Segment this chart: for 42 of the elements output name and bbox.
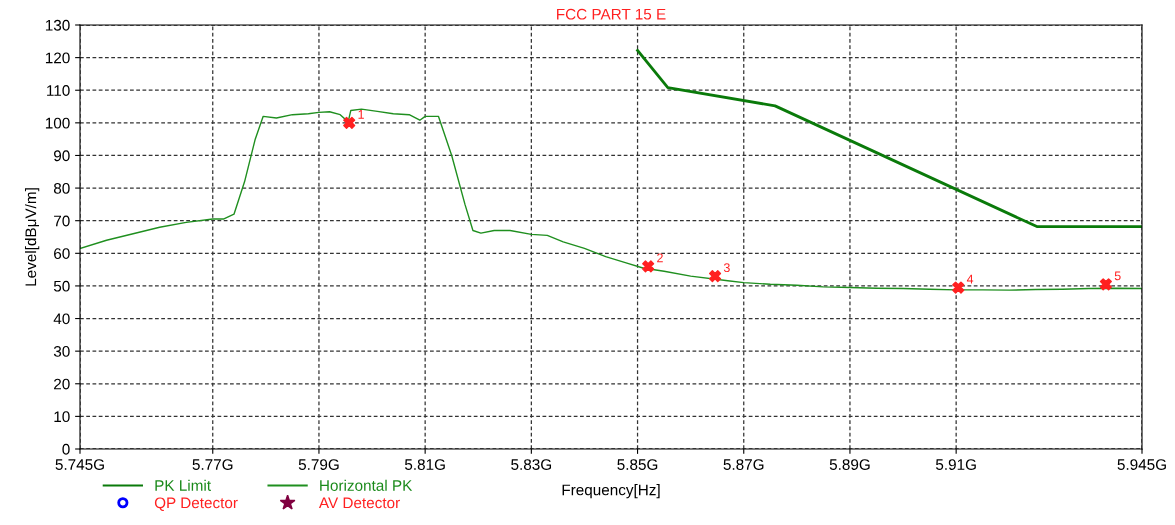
y-tick-label: 80	[53, 182, 70, 194]
y-tick-label: 100	[45, 117, 70, 129]
annotation: 3	[723, 263, 730, 273]
x-tick-label: 5.83G	[511, 459, 552, 470]
y-tick-label: 60	[54, 248, 70, 259]
line-series	[636, 49, 1142, 228]
y-tick-label: 30	[53, 346, 70, 357]
point	[642, 260, 655, 273]
annotation: 2	[657, 253, 663, 263]
point	[952, 281, 965, 294]
x-tick-label: 5.745G	[55, 459, 104, 470]
y-tick-label: 120	[45, 52, 70, 64]
x-tick-label: 5.81G	[404, 459, 445, 470]
y-tick-label: 0	[62, 443, 70, 455]
point	[343, 116, 356, 129]
x-tick-label: 5.87G	[723, 459, 764, 470]
x-tick-label: 5.77G	[192, 459, 233, 470]
y-tick-label: 40	[53, 313, 70, 325]
y-tick-label: 10	[54, 411, 70, 423]
annotation: 4	[966, 274, 974, 284]
legend-label: PK Limit	[155, 479, 211, 491]
x-tick-label: 5.89G	[829, 459, 870, 470]
y-tick-label: 90	[54, 150, 70, 162]
legend-label: QP Detector	[154, 497, 238, 511]
x-axis-title: Frequency[Hz]	[562, 484, 660, 499]
y-tick-label: 130	[45, 19, 70, 31]
y-tick-label: 20	[54, 378, 70, 390]
point	[1099, 278, 1112, 291]
x-tick-label: 5.945G	[1117, 459, 1166, 470]
y-axis-title: Level[dBμV/m]	[24, 188, 40, 286]
chart-title: FCC PART 15 E	[557, 8, 666, 20]
y-tick-label: 70	[54, 215, 70, 227]
x-tick-label: 5.79G	[298, 459, 339, 470]
x-tick-label: 5.85G	[617, 459, 658, 470]
point	[709, 270, 722, 283]
x-tick-label: 5.91G	[935, 459, 976, 470]
y-tick-label: 110	[47, 85, 70, 96]
y-tick-label: 50	[53, 280, 70, 292]
annotation: 5	[1114, 271, 1121, 281]
legend-label: Horizontal PK	[320, 479, 413, 491]
annotation: 1	[358, 110, 364, 119]
legend-label: AV Detector	[318, 497, 400, 509]
